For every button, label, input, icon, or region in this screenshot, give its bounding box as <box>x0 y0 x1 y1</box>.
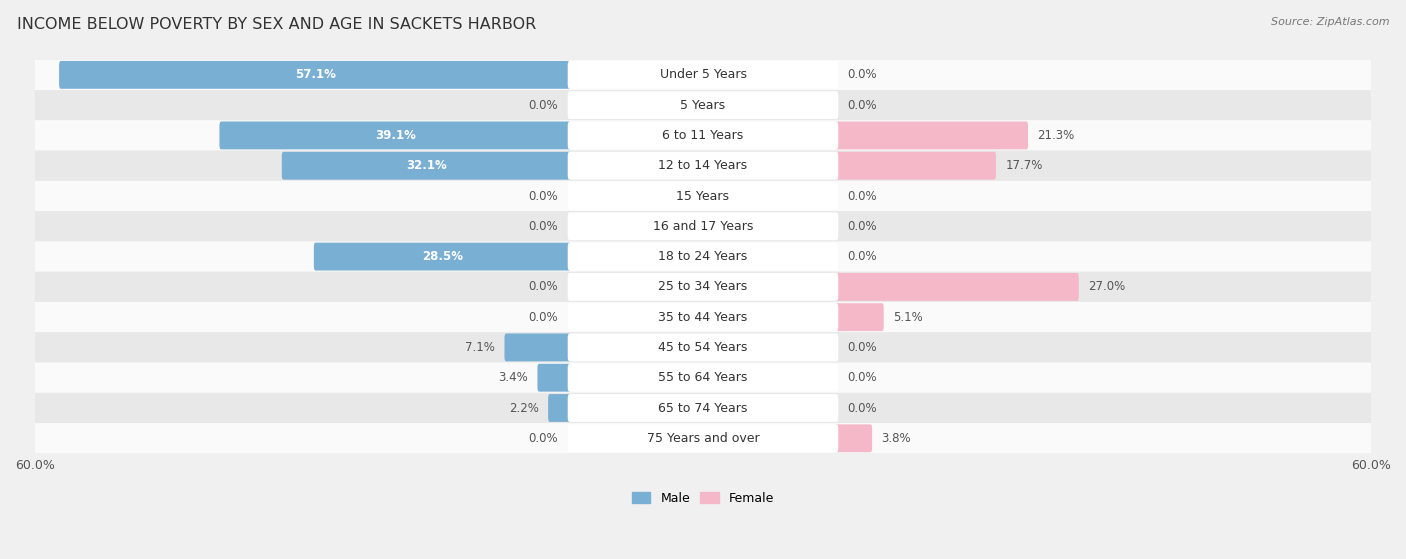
Text: 28.5%: 28.5% <box>422 250 463 263</box>
FancyBboxPatch shape <box>568 394 838 422</box>
Text: 35 to 44 Years: 35 to 44 Years <box>658 311 748 324</box>
Text: 0.0%: 0.0% <box>848 220 877 233</box>
Text: 0.0%: 0.0% <box>529 190 558 202</box>
FancyBboxPatch shape <box>835 424 872 452</box>
Text: 27.0%: 27.0% <box>1088 281 1125 293</box>
FancyBboxPatch shape <box>35 241 1371 272</box>
Text: 0.0%: 0.0% <box>529 220 558 233</box>
Text: Under 5 Years: Under 5 Years <box>659 68 747 82</box>
Text: 0.0%: 0.0% <box>848 401 877 415</box>
FancyBboxPatch shape <box>835 303 884 331</box>
FancyBboxPatch shape <box>35 120 1371 150</box>
FancyBboxPatch shape <box>568 334 838 361</box>
Text: 5 Years: 5 Years <box>681 98 725 112</box>
Text: 0.0%: 0.0% <box>848 371 877 384</box>
Text: Source: ZipAtlas.com: Source: ZipAtlas.com <box>1271 17 1389 27</box>
FancyBboxPatch shape <box>568 303 838 331</box>
FancyBboxPatch shape <box>35 211 1371 241</box>
FancyBboxPatch shape <box>35 181 1371 211</box>
FancyBboxPatch shape <box>35 423 1371 453</box>
Text: 15 Years: 15 Years <box>676 190 730 202</box>
Text: 6 to 11 Years: 6 to 11 Years <box>662 129 744 142</box>
Text: 75 Years and over: 75 Years and over <box>647 432 759 445</box>
FancyBboxPatch shape <box>568 364 838 392</box>
Text: 5.1%: 5.1% <box>893 311 922 324</box>
Text: 21.3%: 21.3% <box>1038 129 1074 142</box>
Text: 0.0%: 0.0% <box>529 98 558 112</box>
Text: 32.1%: 32.1% <box>406 159 447 172</box>
FancyBboxPatch shape <box>568 212 838 240</box>
Text: 7.1%: 7.1% <box>465 341 495 354</box>
FancyBboxPatch shape <box>35 90 1371 120</box>
FancyBboxPatch shape <box>314 243 571 271</box>
Text: 39.1%: 39.1% <box>375 129 416 142</box>
Text: 18 to 24 Years: 18 to 24 Years <box>658 250 748 263</box>
FancyBboxPatch shape <box>35 150 1371 181</box>
FancyBboxPatch shape <box>35 302 1371 332</box>
Text: 57.1%: 57.1% <box>295 68 336 82</box>
FancyBboxPatch shape <box>835 273 1078 301</box>
Text: 0.0%: 0.0% <box>848 341 877 354</box>
FancyBboxPatch shape <box>835 121 1028 149</box>
FancyBboxPatch shape <box>537 364 571 392</box>
FancyBboxPatch shape <box>568 424 838 452</box>
FancyBboxPatch shape <box>568 273 838 301</box>
FancyBboxPatch shape <box>219 121 571 149</box>
Text: 0.0%: 0.0% <box>529 311 558 324</box>
Text: 0.0%: 0.0% <box>529 281 558 293</box>
FancyBboxPatch shape <box>505 334 571 361</box>
Text: 2.2%: 2.2% <box>509 401 538 415</box>
Text: 0.0%: 0.0% <box>848 250 877 263</box>
Text: 17.7%: 17.7% <box>1005 159 1043 172</box>
FancyBboxPatch shape <box>35 393 1371 423</box>
FancyBboxPatch shape <box>35 332 1371 363</box>
Text: 3.4%: 3.4% <box>498 371 529 384</box>
FancyBboxPatch shape <box>568 91 838 119</box>
FancyBboxPatch shape <box>281 152 571 179</box>
Text: 0.0%: 0.0% <box>848 190 877 202</box>
FancyBboxPatch shape <box>548 394 571 422</box>
Text: 65 to 74 Years: 65 to 74 Years <box>658 401 748 415</box>
FancyBboxPatch shape <box>35 272 1371 302</box>
FancyBboxPatch shape <box>568 61 838 89</box>
Text: 0.0%: 0.0% <box>848 68 877 82</box>
FancyBboxPatch shape <box>35 60 1371 90</box>
Text: 0.0%: 0.0% <box>529 432 558 445</box>
Text: 12 to 14 Years: 12 to 14 Years <box>658 159 748 172</box>
Text: 16 and 17 Years: 16 and 17 Years <box>652 220 754 233</box>
FancyBboxPatch shape <box>568 152 838 179</box>
FancyBboxPatch shape <box>35 363 1371 393</box>
FancyBboxPatch shape <box>59 61 571 89</box>
Text: 45 to 54 Years: 45 to 54 Years <box>658 341 748 354</box>
Legend: Male, Female: Male, Female <box>627 487 779 510</box>
Text: 0.0%: 0.0% <box>848 98 877 112</box>
FancyBboxPatch shape <box>568 243 838 271</box>
FancyBboxPatch shape <box>568 182 838 210</box>
FancyBboxPatch shape <box>568 121 838 149</box>
Text: 3.8%: 3.8% <box>882 432 911 445</box>
Text: 25 to 34 Years: 25 to 34 Years <box>658 281 748 293</box>
FancyBboxPatch shape <box>835 152 995 179</box>
Text: 55 to 64 Years: 55 to 64 Years <box>658 371 748 384</box>
Text: INCOME BELOW POVERTY BY SEX AND AGE IN SACKETS HARBOR: INCOME BELOW POVERTY BY SEX AND AGE IN S… <box>17 17 536 32</box>
